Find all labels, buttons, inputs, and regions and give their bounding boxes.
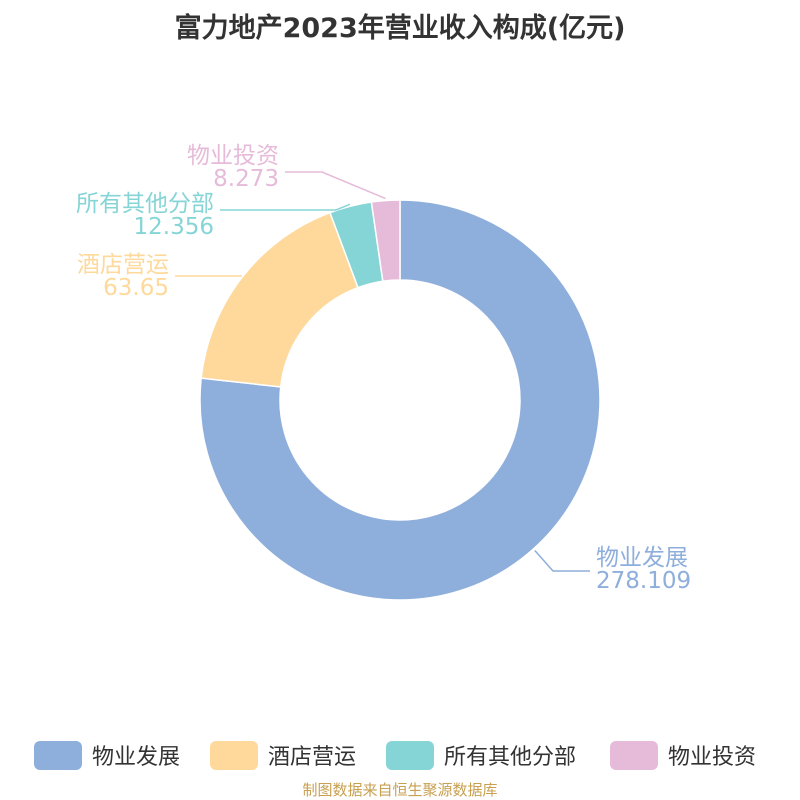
legend-label: 物业投资 (668, 745, 757, 770)
legend-item-other-segments[interactable]: 所有其他分部 (386, 735, 576, 775)
data-source-note: 制图数据来自恒生聚源数据库 (302, 781, 498, 799)
legend-swatch (210, 740, 258, 770)
chart-title: 富力地产2023年营业收入构成(亿元) (174, 13, 626, 44)
slice-label-property-investment: 物业投资 (187, 143, 279, 169)
legend-swatch (610, 740, 658, 770)
leader-line-property-development (534, 549, 590, 572)
slice-value-hotel-operations: 63.65 (103, 275, 169, 301)
legend-item-property-development[interactable]: 物业发展 (34, 735, 180, 775)
slice-label-property-development: 物业发展 (596, 545, 688, 571)
legend-label: 所有其他分部 (444, 745, 577, 770)
legend-label: 酒店营运 (268, 745, 357, 770)
slice-property-investment[interactable] (370, 199, 401, 283)
leader-line-property-investment (285, 171, 386, 200)
slice-value-property-investment: 8.273 (213, 166, 279, 192)
slice-label-other-segments: 所有其他分部 (76, 191, 214, 217)
slice-label-hotel-operations: 酒店营运 (77, 252, 169, 278)
slice-value-other-segments: 12.356 (134, 214, 214, 240)
chart-legend: 物业发展 酒店营运 所有其他分部 物业投资 (0, 735, 800, 775)
slice-hotel-operations[interactable] (200, 211, 359, 388)
slice-value-property-development: 278.109 (596, 568, 691, 594)
legend-item-hotel-operations[interactable]: 酒店营运 (210, 735, 356, 775)
slice-property-development[interactable] (199, 199, 601, 601)
legend-swatch (34, 740, 82, 770)
leader-line-other-segments (220, 203, 351, 211)
legend-item-property-investment[interactable]: 物业投资 (610, 735, 756, 775)
legend-swatch (386, 740, 434, 770)
legend-label: 物业发展 (92, 745, 181, 770)
